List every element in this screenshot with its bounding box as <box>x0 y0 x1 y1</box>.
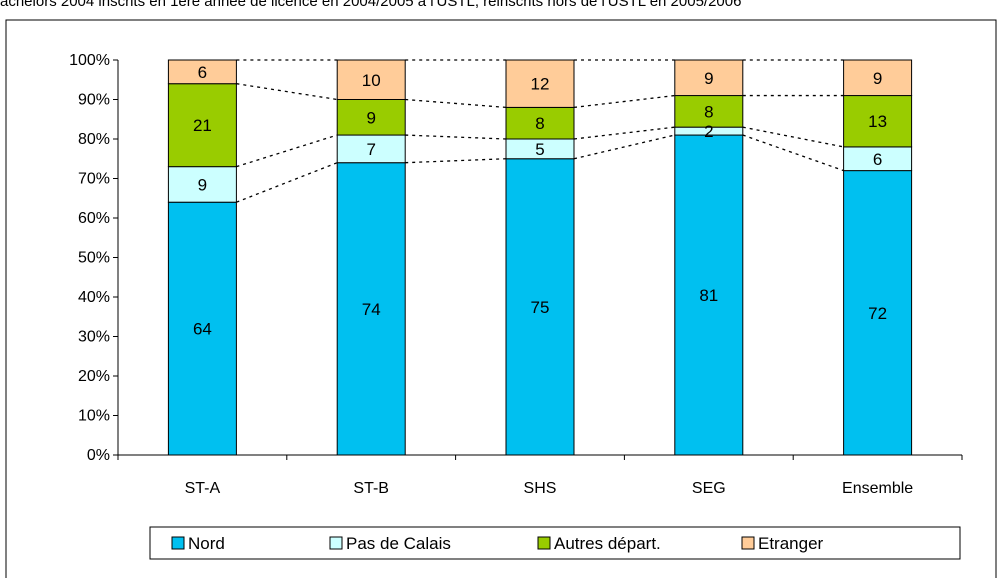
x-category-label: Ensemble <box>842 480 913 497</box>
data-label-nord: 81 <box>699 286 718 305</box>
bar-segment-etranger-seg <box>674 59 744 97</box>
y-tick-label: 40% <box>78 289 110 306</box>
legend-swatch-pas-de-calais <box>329 536 343 550</box>
data-label-etranger: 9 <box>704 69 713 88</box>
data-label-etranger: 10 <box>362 71 381 90</box>
y-tick-label: 60% <box>78 210 110 227</box>
data-label-nord: 75 <box>531 298 550 317</box>
data-label-autres-depart: 9 <box>366 108 375 127</box>
connector-line-autres-depart <box>236 83 338 101</box>
bar-segment-autres-depart-shs <box>505 106 575 140</box>
data-label-autres-depart: 13 <box>868 112 887 131</box>
data-label-pas-de-calais: 5 <box>535 140 544 159</box>
legend-label-autres-depart: Autres départ. <box>554 534 661 553</box>
data-label-pas-de-calais: 9 <box>198 175 207 194</box>
bar-segment-etranger-shs <box>505 59 575 108</box>
bar-segment-nord-ensemble <box>843 170 913 456</box>
legend-swatch-etranger <box>741 536 755 550</box>
legend-box <box>149 526 961 560</box>
bar-segment-pas-de-calais-st-b <box>336 134 406 164</box>
y-tick-label: 20% <box>78 368 110 385</box>
x-category-label: ST-A <box>185 480 221 497</box>
legend: Nord Pas de Calais Autres départ. Etranger <box>149 526 961 560</box>
chart-title: achelors 2004 inscrits en 1ère année de … <box>0 0 742 10</box>
y-tick-label: 0% <box>87 447 110 464</box>
axes-group: 0% 10% 20% 30% 40% 50% 60% 70% 80% 90% 100% ST-A ST-… <box>69 52 963 497</box>
bar-segment-nord-seg <box>674 134 744 456</box>
data-label-nord: 72 <box>868 304 887 323</box>
y-tick-label: 80% <box>78 131 110 148</box>
y-tick-label: 70% <box>78 171 110 188</box>
connector-line-pas-de-calais <box>573 126 675 140</box>
bar-segment-nord-st-a <box>167 201 237 456</box>
data-label-autres-depart: 8 <box>704 102 713 121</box>
x-category-label: SHS <box>524 480 557 497</box>
bar-segment-autres-depart-ensemble <box>843 95 913 148</box>
x-category-label: ST-B <box>353 480 389 497</box>
legend-swatch-nord <box>171 536 185 550</box>
y-tick-label: 90% <box>78 92 110 109</box>
y-tick-label: 100% <box>69 52 110 69</box>
data-label-etranger: 6 <box>198 63 207 82</box>
connector-line-pas-de-calais <box>742 126 844 148</box>
connector-line-autres-depart <box>573 94 675 109</box>
data-label-autres-depart: 21 <box>193 116 212 135</box>
data-label-etranger: 9 <box>873 69 882 88</box>
bar-segment-etranger-st-a <box>167 59 237 85</box>
legend-label-nord: Nord <box>188 534 225 553</box>
data-label-nord: 64 <box>193 320 212 339</box>
series-connector-lines <box>236 59 844 203</box>
y-tick-label: 50% <box>78 250 110 267</box>
legend-label-pas-de-calais: Pas de Calais <box>346 534 451 553</box>
connector-line-autres-depart <box>405 98 507 109</box>
data-label-autres-depart: 8 <box>535 114 544 133</box>
data-label-etranger: 12 <box>531 75 550 94</box>
data-label-pas-de-calais: 7 <box>366 140 375 159</box>
bar-segment-autres-depart-seg <box>674 95 744 128</box>
connector-line-nord <box>573 134 675 160</box>
legend-swatch-autres-depart <box>537 536 551 550</box>
y-tick-label: 30% <box>78 329 110 346</box>
data-label-nord: 74 <box>362 300 381 319</box>
connector-line-pas-de-calais <box>405 134 507 140</box>
bar-segment-etranger-st-b <box>336 59 406 100</box>
bar-segment-etranger-ensemble <box>843 59 913 97</box>
data-label-pas-de-calais: 6 <box>873 150 882 169</box>
connector-line-nord <box>405 158 507 164</box>
legend-label-etranger: Etranger <box>758 534 824 553</box>
y-tick-label: 10% <box>78 408 110 425</box>
data-label-pas-de-calais: 2 <box>704 122 713 141</box>
x-category-label: SEG <box>692 480 726 497</box>
bar-segment-nord-shs <box>505 158 575 456</box>
